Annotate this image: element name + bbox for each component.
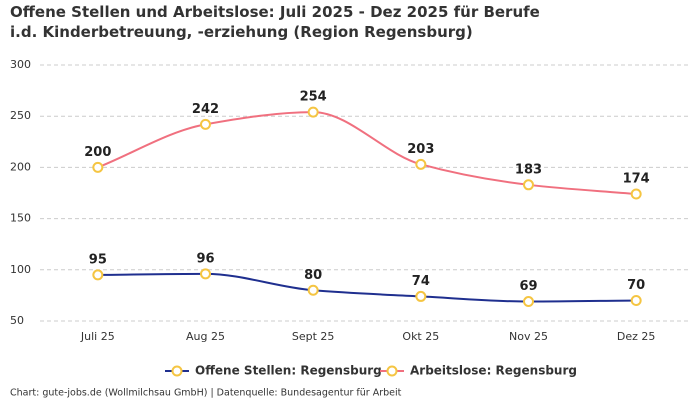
value-label: 183 bbox=[515, 162, 542, 177]
legend-label: Offene Stellen: Regensburg bbox=[195, 364, 382, 378]
marker bbox=[415, 290, 427, 302]
marker bbox=[523, 296, 534, 308]
value-label: 95 bbox=[89, 252, 107, 267]
x-tick-label: Aug 25 bbox=[186, 330, 225, 343]
marker bbox=[92, 161, 104, 173]
marker bbox=[415, 158, 427, 170]
legend-label: Arbeitslose: Regensburg bbox=[410, 364, 577, 378]
value-label: 203 bbox=[407, 142, 434, 157]
line bbox=[97, 111, 637, 196]
y-tick-label: 250 bbox=[10, 109, 31, 122]
marker bbox=[200, 118, 211, 130]
marker bbox=[307, 284, 319, 296]
value-label: 74 bbox=[412, 274, 430, 289]
value-label: 70 bbox=[627, 278, 645, 293]
marker bbox=[630, 188, 642, 200]
y-tick-label: 200 bbox=[10, 160, 31, 173]
marker bbox=[92, 269, 104, 281]
value-label: 69 bbox=[519, 279, 537, 294]
line bbox=[97, 272, 637, 303]
x-tick-label: Dez 25 bbox=[617, 330, 656, 343]
y-tick-label: 50 bbox=[10, 314, 24, 327]
value-label: 242 bbox=[192, 102, 219, 117]
x-tick-label: Nov 25 bbox=[509, 330, 548, 343]
value-label: 200 bbox=[84, 145, 111, 160]
value-label: 96 bbox=[196, 251, 214, 266]
y-tick-label: 300 bbox=[10, 58, 31, 71]
legend-marker bbox=[171, 365, 183, 377]
marker bbox=[630, 295, 642, 307]
marker bbox=[200, 268, 211, 280]
marker bbox=[307, 106, 319, 118]
x-tick-label: Sept 25 bbox=[292, 330, 335, 343]
y-tick-label: 100 bbox=[10, 263, 31, 276]
footer: Chart: gute-jobs.de (Wollmilchsau GmbH) … bbox=[10, 388, 402, 399]
marker bbox=[523, 179, 534, 191]
value-label: 254 bbox=[300, 90, 327, 105]
value-label: 80 bbox=[304, 268, 322, 283]
y-tick-label: 150 bbox=[10, 212, 31, 225]
value-label: 174 bbox=[623, 172, 650, 187]
x-tick-label: Okt 25 bbox=[402, 330, 439, 343]
x-tick-label: Juli 25 bbox=[80, 330, 115, 343]
chart-title: Offene Stellen und Arbeitslose: Juli 202… bbox=[10, 3, 540, 41]
legend-marker bbox=[386, 365, 398, 377]
